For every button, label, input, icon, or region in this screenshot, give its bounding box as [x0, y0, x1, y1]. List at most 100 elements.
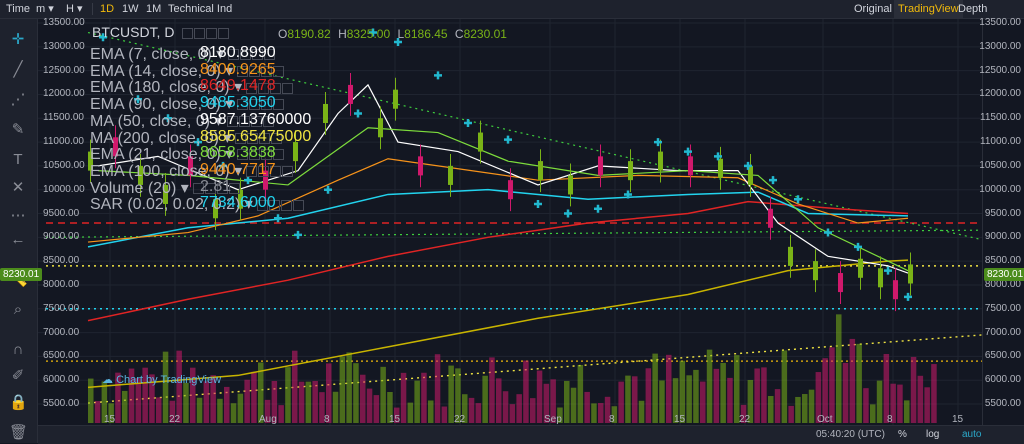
- indicator-controls[interactable]: [226, 113, 275, 131]
- trendline-icon[interactable]: ╱: [13, 61, 23, 78]
- lock-icon[interactable]: 🔒: [9, 394, 28, 411]
- volume-bar: [496, 378, 502, 423]
- chevron-down-icon[interactable]: ▾: [229, 79, 243, 97]
- candle-body: [768, 208, 773, 228]
- indicator-controls[interactable]: [192, 180, 241, 198]
- zoom-icon[interactable]: ⌕: [13, 301, 23, 318]
- indicator-legend-row[interactable]: EMA (14, close, 0) ▾ 8400.9265: [90, 61, 285, 80]
- indicator-controls[interactable]: [237, 63, 285, 81]
- chevron-down-icon[interactable]: ▾: [220, 96, 234, 114]
- view-tradingview-button[interactable]: TradingView: [894, 0, 963, 18]
- indicator-controls[interactable]: [246, 79, 294, 97]
- chevron-down-icon[interactable]: ▾: [229, 162, 243, 180]
- volume-bar: [720, 362, 726, 423]
- chevron-down-icon[interactable]: ▾: [176, 179, 189, 197]
- time-tick: 8: [887, 414, 893, 425]
- title-controls[interactable]: [182, 24, 230, 40]
- price-tick-right: 8500.00: [984, 255, 1021, 267]
- candle-body: [908, 264, 913, 284]
- view-depth-button[interactable]: Depth: [958, 3, 988, 15]
- indicator-legend-row[interactable]: EMA (180, close, 0) ▾ 8649.1478: [90, 77, 294, 96]
- volume-bar: [530, 398, 536, 423]
- log-scale-button[interactable]: log: [926, 429, 940, 440]
- price-chart[interactable]: [38, 19, 982, 425]
- volume-bar: [468, 397, 475, 423]
- technical-indicators-button[interactable]: Technical Ind: [168, 3, 233, 15]
- price-tick-left: 10500.00: [43, 159, 85, 171]
- indicator-controls[interactable]: [256, 196, 305, 214]
- right-price-axis[interactable]: 13500.00 13000.00 12500.00 12000.00 11500.00…: [979, 17, 1024, 425]
- volume-bar: [564, 380, 570, 423]
- volume-bar: [931, 364, 937, 423]
- volume-bar: [890, 383, 896, 423]
- indicator-controls[interactable]: [237, 146, 285, 164]
- indicator-legend-row[interactable]: SAR (0.02, 0.02, 0.2) ▾ 7734.6000: [90, 194, 305, 213]
- back-arrow-icon[interactable]: ←: [10, 231, 26, 248]
- indicator-controls[interactable]: [246, 163, 294, 181]
- sar-dot: [369, 28, 377, 37]
- lock-drawing-icon[interactable]: ✐: [11, 367, 25, 384]
- hour-select[interactable]: H ▾: [66, 3, 83, 15]
- price-tick-left: 7000.00: [43, 326, 80, 338]
- auto-scale-button[interactable]: auto: [962, 429, 982, 440]
- symbol-title[interactable]: BTCUSDT, D: [92, 24, 230, 40]
- volume-bar: [387, 391, 393, 423]
- indicator-value: 2.81: [200, 177, 232, 195]
- text-icon[interactable]: T: [13, 151, 23, 168]
- volume-bar: [400, 372, 407, 423]
- crosshair-icon[interactable]: ✛: [11, 31, 25, 48]
- indicator-value: 8585.65475000: [200, 127, 312, 145]
- volume-bar: [611, 406, 618, 423]
- volume-bar: [271, 380, 278, 423]
- volume-bar: [210, 375, 216, 423]
- volume-bar: [577, 364, 584, 423]
- chevron-down-icon[interactable]: ▾: [211, 46, 225, 63]
- indicator-value: 8658.3838: [200, 144, 276, 162]
- indicator-controls[interactable]: [235, 130, 283, 148]
- volume-bar: [162, 351, 169, 423]
- chevron-down-icon[interactable]: ▾: [220, 62, 234, 80]
- indicator-legend-row[interactable]: EMA (21, close, 0) ▾ 8658.3838: [90, 144, 285, 163]
- volume-bar: [434, 354, 441, 423]
- indicator-legend-row[interactable]: EMA (90, close, 0) ▾ 9485.3050: [90, 94, 285, 113]
- sar-dot: [464, 119, 472, 128]
- indicator-controls[interactable]: [228, 46, 276, 64]
- volume-bar: [441, 406, 448, 423]
- chevron-down-icon[interactable]: ▾: [220, 146, 234, 164]
- interval-1d-button[interactable]: 1D: [100, 3, 115, 15]
- minute-select[interactable]: m ▾: [36, 3, 54, 15]
- view-original-button[interactable]: Original: [854, 3, 892, 15]
- volume-bar: [135, 378, 142, 423]
- volume-bar: [802, 394, 808, 423]
- candle-body: [508, 180, 513, 200]
- candle-body: [138, 165, 143, 185]
- candle-body: [188, 156, 193, 176]
- volume-bar: [332, 391, 339, 423]
- indicator-controls[interactable]: [237, 96, 285, 114]
- symbol-name: BTCUSDT, D: [92, 24, 175, 40]
- indicator-legend-row[interactable]: Volume (20) ▾ 2.81: [90, 178, 241, 197]
- pattern-icon[interactable]: ✕: [11, 179, 25, 196]
- chevron-down-icon[interactable]: ▾: [240, 196, 253, 214]
- interval-1w-button[interactable]: 1W: [122, 3, 139, 15]
- pitchfork-icon[interactable]: ⋰: [10, 91, 26, 108]
- interval-1m-button[interactable]: 1M: [146, 3, 162, 15]
- sar-dot: [504, 135, 512, 144]
- volume-bar: [176, 350, 182, 423]
- prediction-icon[interactable]: ⋯: [10, 207, 26, 224]
- volume-bar: [842, 362, 849, 423]
- percent-scale-button[interactable]: %: [898, 429, 907, 440]
- volume-bar: [285, 367, 291, 423]
- indicator-legend-row[interactable]: MA (200, close, 0) ▾ 8585.65475000: [90, 128, 311, 147]
- volume-bar: [632, 376, 638, 423]
- brush-icon[interactable]: ✎: [11, 121, 25, 138]
- trash-icon[interactable]: 🗑: [9, 424, 29, 441]
- candle-body: [688, 156, 693, 176]
- chevron-down-icon[interactable]: ▾: [218, 129, 232, 147]
- magnet-icon[interactable]: ∩: [12, 341, 24, 358]
- indicator-legend-row[interactable]: MA (50, close, 0) ▾ 9587.13760000: [90, 111, 311, 130]
- sar-dot: [824, 228, 832, 237]
- chevron-down-icon[interactable]: ▾: [210, 112, 223, 130]
- indicator-legend-row[interactable]: EMA (100, close, 0) ▾ 9440.7717: [90, 161, 294, 180]
- indicator-legend-row[interactable]: EMA (7, close, 0) ▾ 8180.8990: [90, 44, 276, 63]
